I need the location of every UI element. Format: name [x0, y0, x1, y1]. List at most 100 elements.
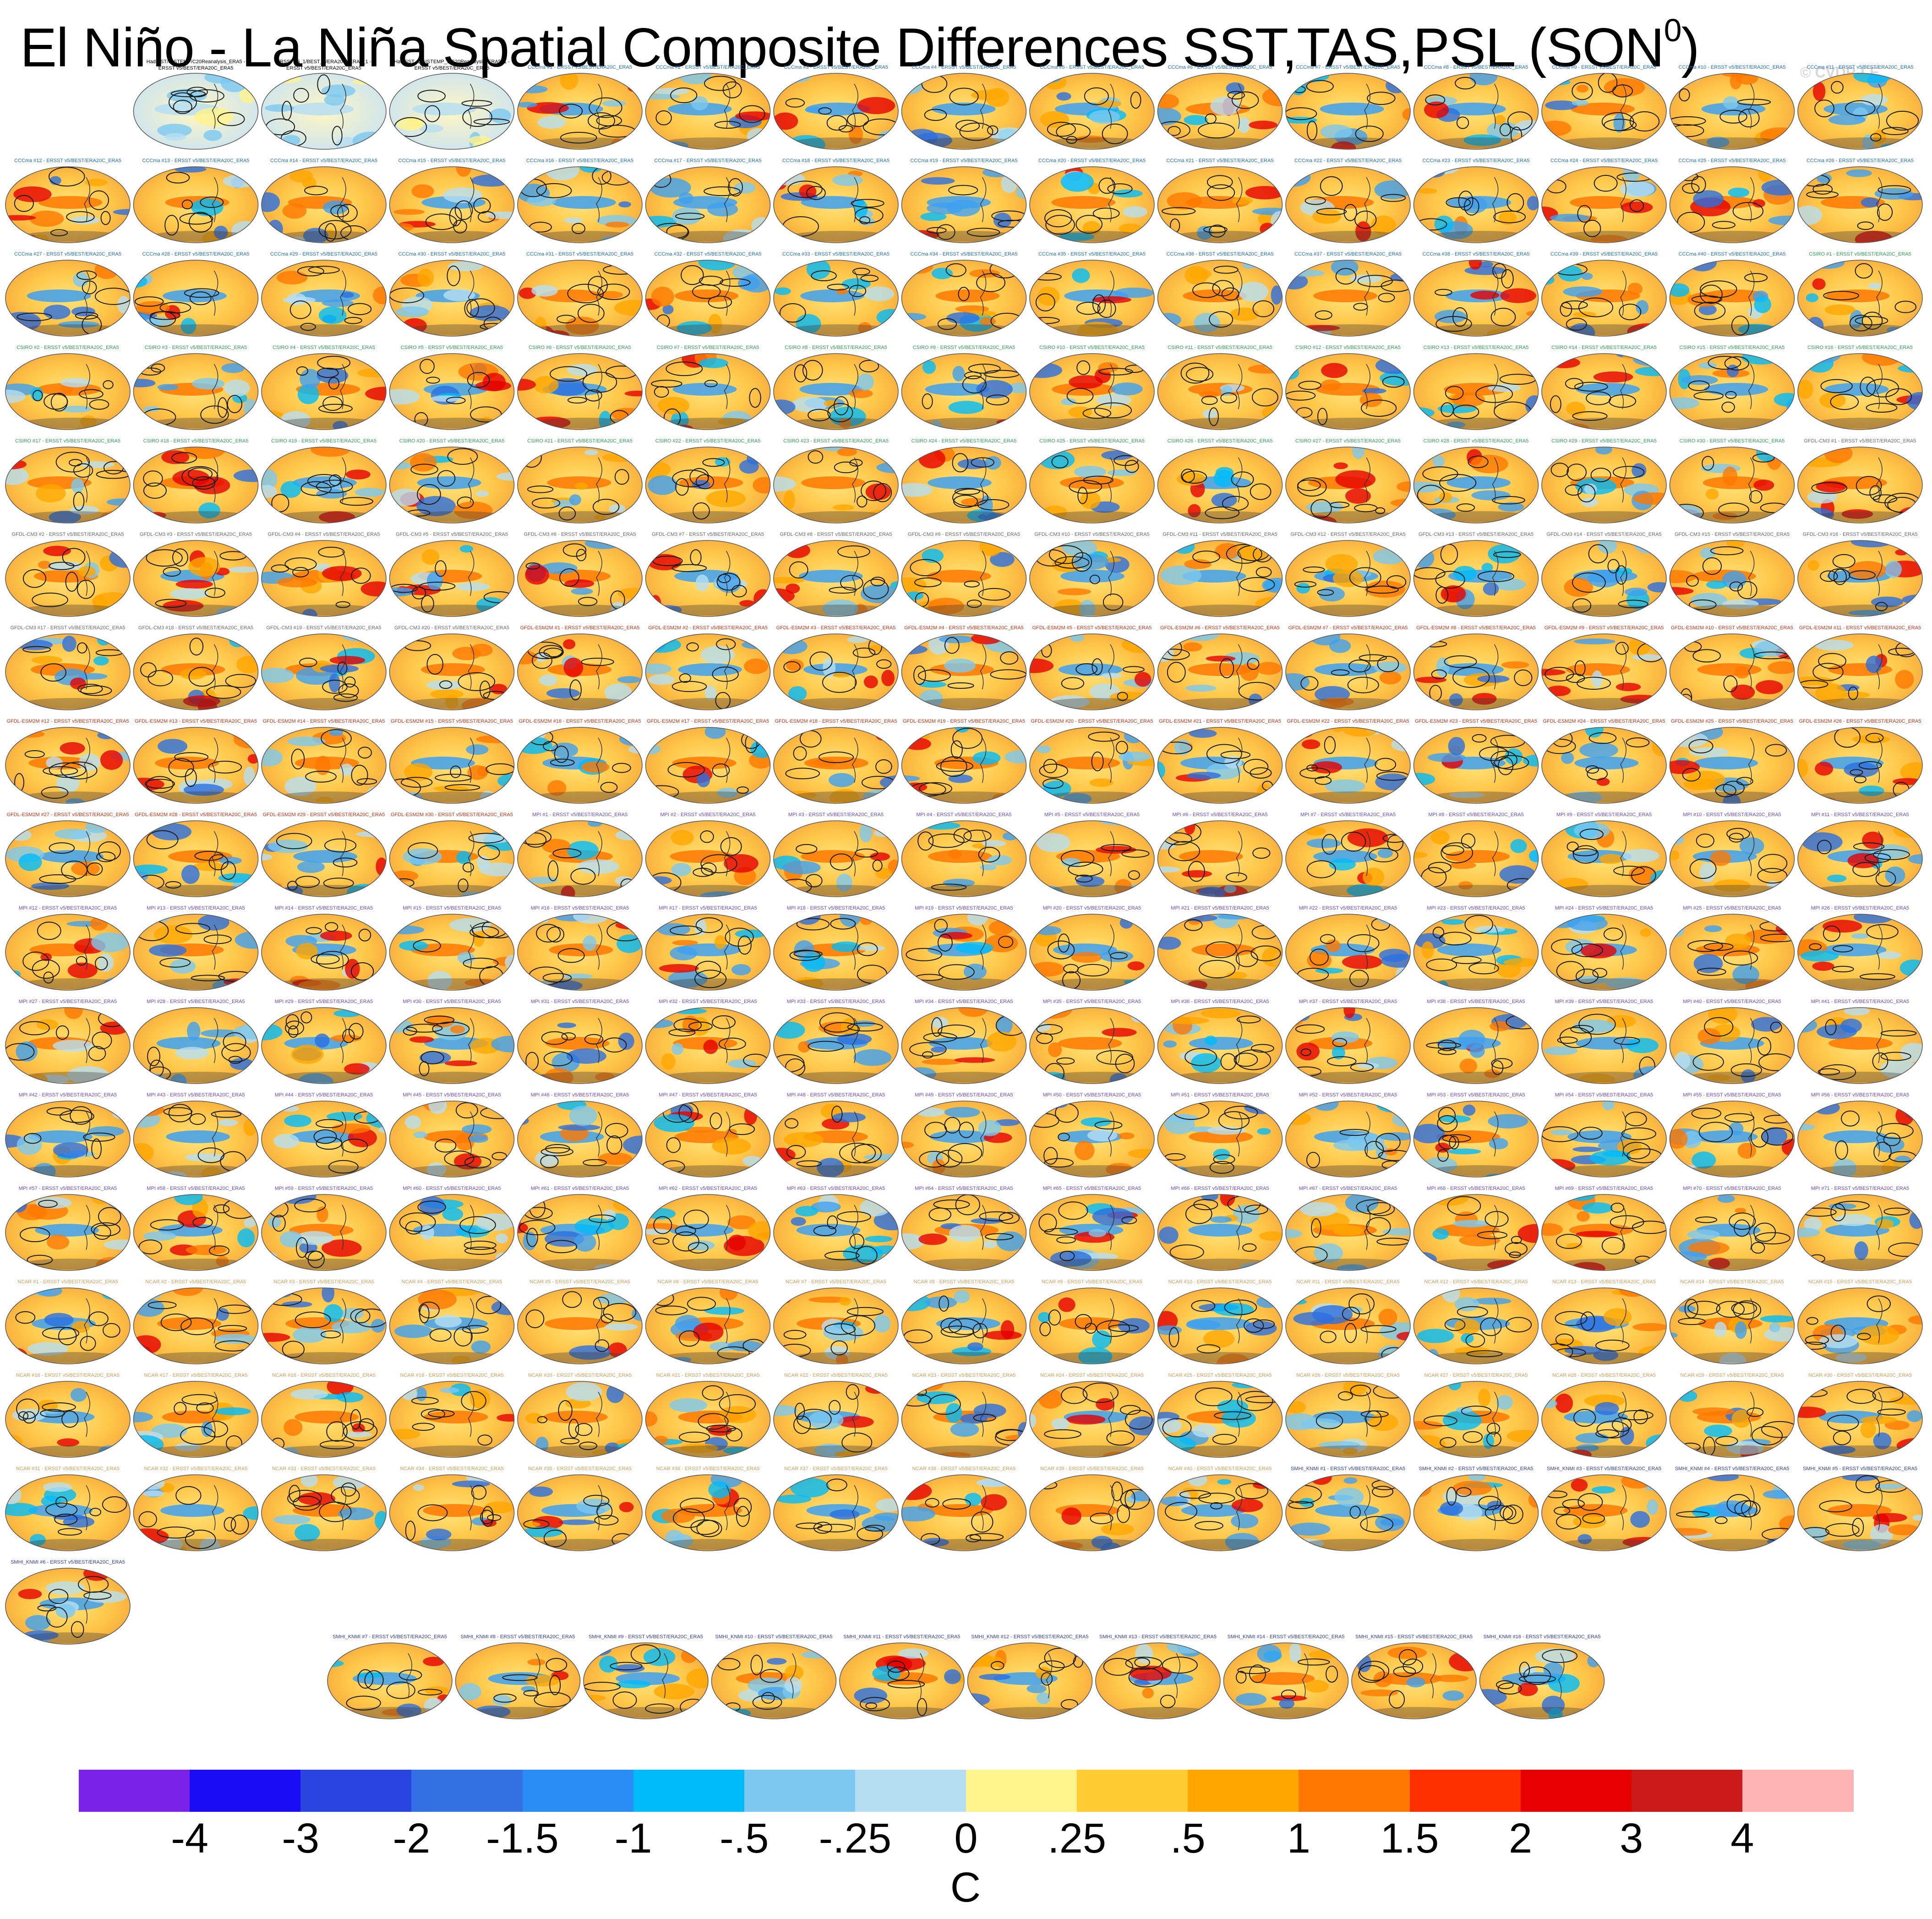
- map-panel: CCCma #1 - ERSST v5/BEST/ERA20C_ERA5: [517, 65, 643, 150]
- panel-label: MPI #6 - ERSST v5/BEST/ERA20C_ERA5: [1172, 812, 1267, 818]
- map-panel: CSIRO #11 - ERSST v5/BEST/ERA20C_ERA5: [1157, 345, 1283, 430]
- panel-label: GFDL-ESM2M #16 - ERSST v5/BEST/ERA20C_ER…: [519, 719, 641, 724]
- panel-label: MPI #41 - ERSST v5/BEST/ERA20C_ERA5: [1811, 999, 1909, 1004]
- panel-label: GFDL-CM3 #15 - ERSST v5/BEST/ERA20C_ERA5: [1675, 532, 1790, 537]
- panel-label: CSIRO #12 - ERSST v5/BEST/ERA20C_ERA5: [1295, 345, 1401, 350]
- panel-label: CSIRO #15 - ERSST v5/BEST/ERA20C_ERA5: [1680, 345, 1785, 350]
- map-panel: GFDL-ESM2M #17 - ERSST v5/BEST/ERA20C_ER…: [645, 719, 771, 804]
- panel-label: CSIRO #22 - ERSST v5/BEST/ERA20C_ERA5: [655, 438, 761, 444]
- panel-label: NCAR #21 - ERSST v5/BEST/ERA20C_ERA5: [656, 1373, 760, 1378]
- panel-label: NCAR #38 - ERSST v5/BEST/ERA20C_ERA5: [912, 1466, 1016, 1472]
- panel-label: NCAR #18 - ERSST v5/BEST/ERA20C_ERA5: [272, 1373, 376, 1378]
- panel-label: CCCma #29 - ERSST v5/BEST/ERA20C_ERA5: [270, 251, 377, 257]
- panel-label: CSIRO #13 - ERSST v5/BEST/ERA20C_ERA5: [1424, 345, 1529, 350]
- panel-label: GFDL-ESM2M #18 - ERSST v5/BEST/ERA20C_ER…: [775, 719, 897, 724]
- panel-label: MPI #70 - ERSST v5/BEST/ERA20C_ERA5: [1683, 1186, 1781, 1191]
- map-panel: NCAR #10 - ERSST v5/BEST/ERA20C_ERA5: [1157, 1279, 1283, 1364]
- map-panel: NCAR #3 - ERSST v5/BEST/ERA20C_ERA5: [261, 1279, 387, 1364]
- map-panel: CCCma #21 - ERSST v5/BEST/ERA20C_ERA5: [1157, 158, 1283, 243]
- map-panel: SMHI_KNMI #1 - ERSST v5/BEST/ERA20C_ERA5: [1285, 1466, 1411, 1551]
- panel-label: CCCma #10 - ERSST v5/BEST/ERA20C_ERA5: [1679, 65, 1786, 70]
- map-panel: GFDL-ESM2M #4 - ERSST v5/BEST/ERA20C_ERA…: [901, 625, 1027, 710]
- panel-label: CCCma #26 - ERSST v5/BEST/ERA20C_ERA5: [1806, 158, 1914, 164]
- panel-label: GFDL-CM3 #1 - ERSST v5/BEST/ERA20C_ERA5: [1804, 438, 1916, 444]
- colorbar-tick-label: 0: [954, 1815, 978, 1862]
- map-panel: MPI #47 - ERSST v5/BEST/ERA20C_ERA5: [645, 1092, 771, 1178]
- map-panel: GFDL-CM3 #17 - ERSST v5/BEST/ERA20C_ERA5: [5, 625, 131, 710]
- panel-label: CCCma #40 - ERSST v5/BEST/ERA20C_ERA5: [1679, 251, 1786, 257]
- panel-label: GFDL-ESM2M #27 - ERSST v5/BEST/ERA20C_ER…: [7, 812, 129, 818]
- map-panel: CCCma #8 - ERSST v5/BEST/ERA20C_ERA5: [1413, 65, 1539, 150]
- panel-label: CCCma #33 - ERSST v5/BEST/ERA20C_ERA5: [782, 251, 890, 257]
- panel-label: MPI #19 - ERSST v5/BEST/ERA20C_ERA5: [915, 905, 1013, 911]
- map-panel: MPI #39 - ERSST v5/BEST/ERA20C_ERA5: [1541, 999, 1667, 1084]
- map-panel: CCCma #24 - ERSST v5/BEST/ERA20C_ERA5: [1541, 158, 1667, 243]
- panel-label: MPI #37 - ERSST v5/BEST/ERA20C_ERA5: [1299, 999, 1397, 1004]
- map-panel: CSIRO #19 - ERSST v5/BEST/ERA20C_ERA5: [261, 438, 387, 523]
- map-panel: CSIRO #23 - ERSST v5/BEST/ERA20C_ERA5: [773, 438, 899, 523]
- map-panel: GFDL-ESM2M #16 - ERSST v5/BEST/ERA20C_ER…: [517, 719, 643, 804]
- map-panel: CSIRO #5 - ERSST v5/BEST/ERA20C_ERA5: [389, 345, 515, 430]
- map-panel: GFDL-ESM2M #23 - ERSST v5/BEST/ERA20C_ER…: [1413, 719, 1539, 804]
- map-panel: CCCma #35 - ERSST v5/BEST/ERA20C_ERA5: [1029, 251, 1155, 337]
- colorbar-tick-label: -1: [614, 1815, 652, 1862]
- panel-label: CCCma #24 - ERSST v5/BEST/ERA20C_ERA5: [1550, 158, 1658, 164]
- map-panel: MPI #49 - ERSST v5/BEST/ERA20C_ERA5: [901, 1092, 1027, 1178]
- map-panel: CSIRO #14 - ERSST v5/BEST/ERA20C_ERA5: [1541, 345, 1667, 430]
- panel-label: MPI #39 - ERSST v5/BEST/ERA20C_ERA5: [1555, 999, 1653, 1004]
- map-panel: GFDL-ESM2M #1 - ERSST v5/BEST/ERA20C_ERA…: [517, 625, 643, 710]
- panel-label: NCAR #39 - ERSST v5/BEST/ERA20C_ERA5: [1040, 1466, 1144, 1472]
- map-panel: NCAR #34 - ERSST v5/BEST/ERA20C_ERA5: [389, 1466, 515, 1551]
- title-main: El Niño - La Niña Spatial Composite Diff…: [20, 17, 1665, 78]
- panel-label: MPI #13 - ERSST v5/BEST/ERA20C_ERA5: [147, 905, 245, 911]
- map-panel: MPI #44 - ERSST v5/BEST/ERA20C_ERA5: [261, 1092, 387, 1178]
- colorbar-tick-label: 1: [1287, 1815, 1310, 1862]
- map-panel: GFDL-ESM2M #9 - ERSST v5/BEST/ERA20C_ERA…: [1541, 625, 1667, 710]
- map-panel: NCAR #14 - ERSST v5/BEST/ERA20C_ERA5: [1669, 1279, 1795, 1364]
- map-panel: MPI #34 - ERSST v5/BEST/ERA20C_ERA5: [901, 999, 1027, 1084]
- panel-label: MPI #64 - ERSST v5/BEST/ERA20C_ERA5: [915, 1186, 1013, 1191]
- panel-label: MPI #27 - ERSST v5/BEST/ERA20C_ERA5: [19, 999, 117, 1004]
- panel-label: GFDL-CM3 #11 - ERSST v5/BEST/ERA20C_ERA5: [1162, 532, 1277, 537]
- map-panel: GFDL-ESM2M #3 - ERSST v5/BEST/ERA20C_ERA…: [773, 625, 899, 710]
- map-panel: CCCma #10 - ERSST v5/BEST/ERA20C_ERA5: [1669, 65, 1795, 150]
- map-panel: NCAR #18 - ERSST v5/BEST/ERA20C_ERA5: [261, 1373, 387, 1458]
- panel-label: CCCma #11 - ERSST v5/BEST/ERA20C_ERA5: [1806, 65, 1913, 70]
- panel-label: GFDL-CM3 #5 - ERSST v5/BEST/ERA20C_ERA5: [396, 532, 508, 537]
- panel-label: SMHI_KNMI #15 - ERSST v5/BEST/ERA20C_ERA…: [1355, 1634, 1473, 1640]
- map-panel: GFDL-ESM2M #15 - ERSST v5/BEST/ERA20C_ER…: [389, 719, 515, 804]
- map-panel: MPI #43 - ERSST v5/BEST/ERA20C_ERA5: [133, 1092, 259, 1178]
- panel-label: NCAR #40 - ERSST v5/BEST/ERA20C_ERA5: [1168, 1466, 1272, 1472]
- map-panel: CCCma #18 - ERSST v5/BEST/ERA20C_ERA5: [773, 158, 899, 243]
- panel-label: NCAR #1 - ERSST v5/BEST/ERA20C_ERA5: [17, 1279, 118, 1285]
- map-panel: NCAR #5 - ERSST v5/BEST/ERA20C_ERA5: [517, 1279, 643, 1364]
- panel-label: MPI #15 - ERSST v5/BEST/ERA20C_ERA5: [403, 905, 501, 911]
- map-panel: HadISST/GISTEMP/C20Reanalysis_ERA5 -ERSS…: [133, 59, 259, 150]
- map-panel: SMHI_KNMI #16 - ERSST v5/BEST/ERA20C_ERA…: [1479, 1634, 1605, 1719]
- colorbar-units: C: [950, 1864, 981, 1911]
- map-panel: GFDL-CM3 #10 - ERSST v5/BEST/ERA20C_ERA5: [1029, 532, 1155, 617]
- panel-label: MPI #28 - ERSST v5/BEST/ERA20C_ERA5: [147, 999, 245, 1004]
- map-panel: NCAR #36 - ERSST v5/BEST/ERA20C_ERA5: [645, 1466, 771, 1551]
- map-panel: MPI #63 - ERSST v5/BEST/ERA20C_ERA5: [773, 1186, 899, 1271]
- panel-label: NCAR #15 - ERSST v5/BEST/ERA20C_ERA5: [1808, 1279, 1912, 1285]
- panel-label: GFDL-ESM2M #20 - ERSST v5/BEST/ERA20C_ER…: [1031, 719, 1153, 724]
- panel-label: NCAR #6 - ERSST v5/BEST/ERA20C_ERA5: [658, 1279, 759, 1285]
- panel-label: MPI #9 - ERSST v5/BEST/ERA20C_ERA5: [1556, 812, 1652, 818]
- panel-label: NCAR #20 - ERSST v5/BEST/ERA20C_ERA5: [528, 1373, 632, 1378]
- panel-label: GFDL-ESM2M #23 - ERSST v5/BEST/ERA20C_ER…: [1415, 719, 1537, 724]
- map-panel: MPI #57 - ERSST v5/BEST/ERA20C_ERA5: [5, 1186, 131, 1271]
- panel-label: CCCma #1 - ERSST v5/BEST/ERA20C_ERA5: [528, 65, 632, 70]
- panel-label: GFDL-CM3 #12 - ERSST v5/BEST/ERA20C_ERA5: [1290, 532, 1405, 537]
- panel-label: HadISST_1/GISTEMP_1/C20Reanalysis_ERA5_1…: [394, 59, 510, 65]
- panel-label: SMHI_KNMI #2 - ERSST v5/BEST/ERA20C_ERA5: [1419, 1466, 1534, 1472]
- panel-label: SMHI_KNMI #9 - ERSST v5/BEST/ERA20C_ERA5: [589, 1634, 703, 1640]
- map-panel: CSIRO #7 - ERSST v5/BEST/ERA20C_ERA5: [645, 345, 771, 430]
- panel-label: MPI #20 - ERSST v5/BEST/ERA20C_ERA5: [1043, 905, 1141, 911]
- colorbar-swatch: [1188, 1770, 1299, 1812]
- panel-label: CCCma #7 - ERSST v5/BEST/ERA20C_ERA5: [1296, 65, 1400, 70]
- panel-label: MPI #12 - ERSST v5/BEST/ERA20C_ERA5: [19, 905, 117, 911]
- panel-label: MPI #62 - ERSST v5/BEST/ERA20C_ERA5: [659, 1186, 757, 1191]
- panel-label: CSIRO #9 - ERSST v5/BEST/ERA20C_ERA5: [913, 345, 1015, 350]
- panel-label: MPI #10 - ERSST v5/BEST/ERA20C_ERA5: [1683, 812, 1781, 818]
